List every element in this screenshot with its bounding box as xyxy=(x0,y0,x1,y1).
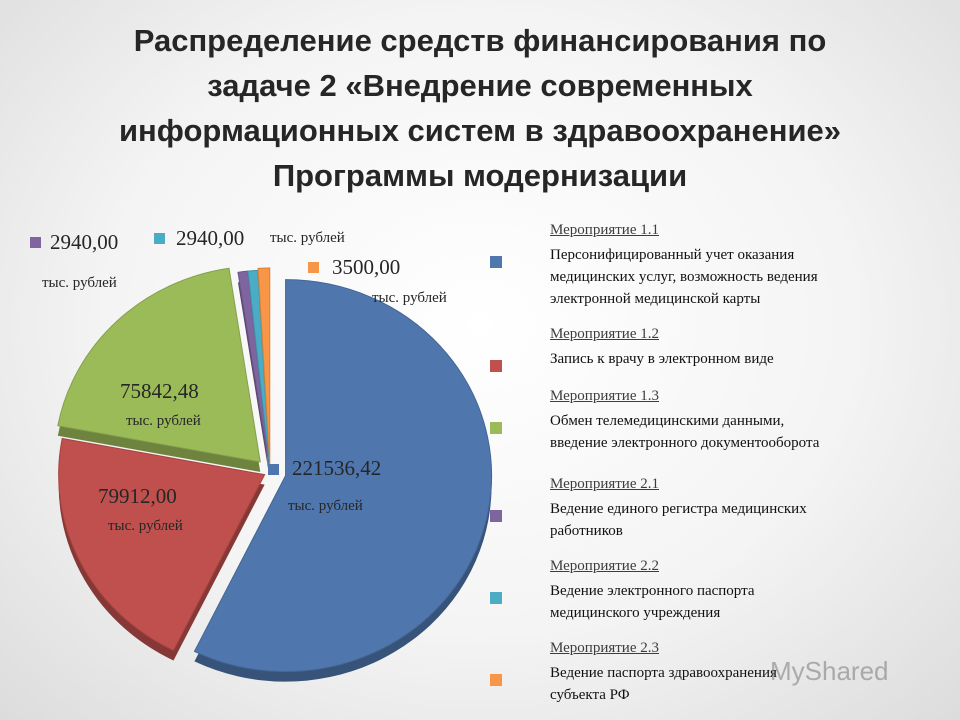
legend-heading: Мероприятие 2.1 xyxy=(550,476,659,492)
data-label-value: 221536,42 xyxy=(292,456,381,480)
chart-title: Распределение средств финансирования по з… xyxy=(0,18,960,198)
legend-description: Персонифицированный учет оказания медици… xyxy=(550,247,818,307)
data-label-value: 75842,48 xyxy=(120,379,199,403)
pie-slice xyxy=(57,267,261,463)
legend-description: Обмен телемедицинскими данными, введение… xyxy=(550,413,820,451)
data-label-unit: тыс. рублей xyxy=(42,275,117,291)
legend-heading: Мероприятие 2.3 xyxy=(550,640,659,656)
data-label-marker xyxy=(103,387,114,398)
pie-slice xyxy=(193,279,492,673)
legend-description: Запись к врачу в электронном виде xyxy=(550,351,774,367)
legend-swatch xyxy=(490,360,502,372)
title-line: информационных систем в здравоохранение» xyxy=(119,113,841,148)
data-label-unit: тыс. рублей xyxy=(288,498,363,514)
pie-slice xyxy=(58,437,266,652)
data-label-unit: тыс. рублей xyxy=(108,518,183,534)
data-label-unit: тыс. рублей xyxy=(126,413,201,429)
title-line: задаче 2 «Внедрение современных xyxy=(207,68,753,103)
legend-heading: Мероприятие 1.1 xyxy=(550,222,659,238)
legend-swatch xyxy=(490,422,502,434)
legend-swatch xyxy=(490,510,502,522)
data-label-marker xyxy=(75,491,86,502)
legend-swatch xyxy=(490,592,502,604)
data-label-value: 3500,00 xyxy=(332,255,400,279)
data-label-marker xyxy=(268,464,279,475)
data-label-unit: тыс. рублей xyxy=(270,230,345,246)
data-label-marker xyxy=(154,233,165,244)
data-label-value: 2940,00 xyxy=(176,226,244,250)
legend-swatch xyxy=(490,674,502,686)
data-label-unit: тыс. рублей xyxy=(372,290,447,306)
data-label-value: 2940,00 xyxy=(50,230,118,254)
data-label-value: 79912,00 xyxy=(98,484,177,508)
legend-heading: Мероприятие 1.3 xyxy=(550,388,659,404)
pie-slice-side xyxy=(237,281,270,477)
legend-heading: Мероприятие 2.2 xyxy=(550,558,659,574)
legend-description: Ведение паспорта здравоохранения субъект… xyxy=(550,665,777,703)
data-label-marker xyxy=(308,262,319,273)
title-line: Программы модернизации xyxy=(272,158,688,193)
legend-description: Ведение единого регистра медицинских раб… xyxy=(550,501,807,539)
watermark: MyShared xyxy=(770,656,889,686)
legend-description: Ведение электронного паспорта медицинско… xyxy=(550,583,755,621)
legend-heading: Мероприятие 1.2 xyxy=(550,326,659,342)
legend-swatch xyxy=(490,256,502,268)
title-line: Распределение средств финансирования по xyxy=(133,23,827,58)
data-label-marker xyxy=(30,237,41,248)
pie-slice xyxy=(257,267,271,465)
